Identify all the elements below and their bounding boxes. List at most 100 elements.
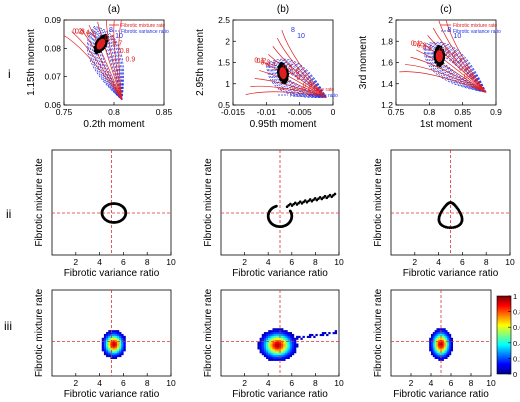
sample-point bbox=[105, 35, 109, 39]
variance-ratio-label: 8 bbox=[447, 27, 451, 34]
heatmap-cell bbox=[438, 356, 441, 359]
heatmap-cell bbox=[108, 354, 111, 358]
heatmap-cell bbox=[261, 333, 265, 337]
heatmap-cell bbox=[291, 333, 295, 337]
heatmap-cell bbox=[436, 347, 439, 350]
heatmap-cell bbox=[449, 337, 452, 340]
heatmap-cell bbox=[266, 345, 269, 348]
heatmap-cell bbox=[116, 339, 120, 342]
heatmap-cell bbox=[106, 332, 109, 335]
heatmap-cell bbox=[449, 341, 452, 344]
y-tick-label: 2.5 bbox=[218, 15, 230, 25]
heatmap-cell bbox=[268, 356, 271, 359]
heatmap-cell bbox=[445, 343, 448, 346]
variance-ratio-label: 10 bbox=[297, 33, 305, 40]
mixture-rate-contour bbox=[118, 20, 123, 100]
x-tick-label: 8 bbox=[313, 378, 318, 388]
heatmap-cell bbox=[447, 351, 450, 354]
mixture-rate-label: 0.1 bbox=[254, 58, 264, 65]
heatmap-cell bbox=[114, 333, 118, 337]
heatmap-cell bbox=[289, 335, 292, 338]
heatmap-cell bbox=[449, 349, 452, 352]
heatmap-cell bbox=[112, 333, 115, 337]
heatmap-cell bbox=[438, 341, 441, 344]
heatmap-cell bbox=[261, 343, 265, 346]
x-tick-label: -0.01 bbox=[257, 107, 277, 117]
heatmap-cell bbox=[281, 353, 284, 356]
sample-point bbox=[94, 50, 99, 55]
heatmap-cell bbox=[268, 335, 271, 338]
colorbar-tick-label: 0 bbox=[513, 370, 517, 379]
heatmap-cell bbox=[276, 358, 280, 361]
heatmap-cell bbox=[315, 333, 318, 337]
heatmap-cell bbox=[114, 351, 118, 354]
heatmap-cell bbox=[278, 328, 282, 331]
heatmap-cell bbox=[293, 345, 297, 348]
x-tick-label: 2 bbox=[409, 378, 414, 388]
heatmap-cell bbox=[441, 330, 444, 333]
heatmap-cell bbox=[119, 332, 122, 335]
heatmap-cell bbox=[263, 339, 267, 342]
heatmap-cell bbox=[263, 353, 267, 356]
heatmap-cell bbox=[289, 347, 292, 350]
heatmap-cell bbox=[293, 349, 297, 352]
heatmap-cell bbox=[449, 345, 452, 348]
heatmap-cell bbox=[313, 335, 316, 338]
heatmap-cell bbox=[283, 351, 286, 354]
heatmap-cell bbox=[119, 341, 122, 344]
heatmap-cell bbox=[440, 347, 443, 350]
heatmap-cell bbox=[434, 339, 437, 342]
heatmap-cell bbox=[272, 354, 275, 358]
center-marker bbox=[96, 38, 106, 50]
mixture-rate-label: 0.3 bbox=[261, 59, 271, 66]
heatmap-cell bbox=[257, 343, 260, 346]
heatmap-cell bbox=[272, 353, 275, 356]
y-tick-label: 2 bbox=[388, 15, 393, 25]
heatmap-cell bbox=[270, 337, 273, 340]
heatmap-cell bbox=[112, 332, 115, 335]
heatmap-cell bbox=[103, 349, 107, 352]
heatmap-cell bbox=[114, 337, 118, 340]
heatmap-cell bbox=[101, 343, 105, 346]
heatmap-cell bbox=[283, 333, 286, 337]
heatmap-cell bbox=[283, 341, 286, 344]
heatmap-cell bbox=[270, 356, 273, 359]
heatmap-cell bbox=[447, 332, 450, 335]
heatmap-cell bbox=[108, 349, 111, 352]
mixture-rate-contour bbox=[445, 20, 487, 93]
panel-ii-b: 2 4 6 8 10 Fibrotic variance ratio Fibrotic mi… bbox=[203, 149, 344, 279]
heatmap-cell bbox=[441, 354, 444, 358]
heatmap-cell bbox=[436, 353, 439, 356]
heatmap-cell bbox=[270, 354, 273, 358]
heatmap-cell bbox=[447, 341, 450, 344]
heatmap-cell bbox=[431, 349, 434, 352]
heatmap-cell bbox=[285, 333, 288, 337]
panel-i-c: 0.75 0.8 0.85 0.9 1.2 1.4 1.6 1.8 2 1st moment 3rd… bbox=[358, 15, 502, 130]
heatmap-cell bbox=[274, 351, 277, 354]
heatmap-cell bbox=[121, 347, 124, 350]
heatmap-cell bbox=[445, 341, 448, 344]
x-axis-label: Fibrotic variance ratio bbox=[403, 268, 499, 279]
sample-cloud bbox=[100, 202, 128, 224]
mixture-rate-label: 0.5 bbox=[283, 65, 293, 72]
heatmap-cell bbox=[438, 339, 441, 342]
variance-ratio-contour bbox=[432, 51, 487, 93]
heatmap-cell bbox=[443, 351, 446, 354]
legend-entry-variance: Fibrotic variance ratio bbox=[290, 93, 338, 99]
heatmap-cell bbox=[266, 354, 269, 358]
heatmap-cell bbox=[114, 330, 118, 333]
heatmap-cell bbox=[261, 351, 265, 354]
heatmap-cell bbox=[326, 333, 329, 337]
heatmap-cell bbox=[441, 332, 444, 335]
heatmap-cell bbox=[263, 333, 267, 337]
heatmap-cell bbox=[116, 335, 120, 338]
heatmap-cell bbox=[106, 341, 109, 344]
heatmap-cell bbox=[287, 341, 290, 344]
heatmap-cell bbox=[306, 335, 310, 338]
heatmap-cell bbox=[432, 337, 435, 340]
heatmap-cell bbox=[440, 328, 443, 331]
heatmap-cell bbox=[432, 343, 435, 346]
x-tick-label: 2 bbox=[242, 378, 247, 388]
heatmap-cell bbox=[266, 353, 269, 356]
mixture-rate-label: 0.5 bbox=[439, 48, 449, 55]
